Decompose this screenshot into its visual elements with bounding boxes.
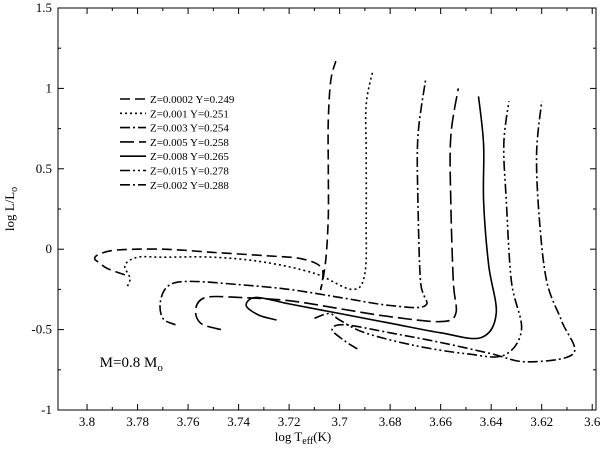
series-line-4 [194, 88, 460, 331]
legend-label: Z=0.015 Y=0.278 [150, 166, 229, 178]
series-lines [93, 60, 576, 363]
y-tick-label: 1 [46, 80, 53, 95]
y-tick-label: 0 [46, 241, 53, 256]
x-axis-title-main: log T [275, 429, 303, 444]
legend: Z=0.0002 Y=0.249 Z=0.001 Y=0.251 Z=0.003 Y… [120, 94, 235, 192]
legend-label: Z=0.008 Y=0.265 [150, 151, 229, 163]
y-tick-label: 1.5 [36, 0, 52, 15]
axis-ticks: 3.8 3.78 3.76 3.74 3.72 3.7 3.68 3.66 3.64 3.62 3.… [31, 0, 600, 429]
legend-label: Z=0.001 Y=0.251 [150, 108, 229, 120]
x-tick-label: 3.62 [530, 414, 553, 429]
legend-label: Z=0.003 Y=0.254 [150, 123, 229, 135]
x-tick-label: 3.72 [278, 414, 301, 429]
series-line-1 [93, 60, 337, 291]
x-axis-title-suffix: (K) [313, 429, 331, 444]
legend-label: Z=0.005 Y=0.258 [150, 137, 229, 149]
y-tick-label: 0.5 [36, 161, 52, 176]
x-tick-label: 3.74 [227, 414, 250, 429]
legend-label: Z=0.002 Y=0.288 [150, 180, 229, 192]
series-line-5 [245, 96, 498, 340]
mass-annotation-sub: o [157, 362, 163, 374]
series-line-7 [331, 101, 576, 363]
x-axis-title: log Teff(K) [275, 429, 332, 447]
mass-annotation-main: M=0.8 M [100, 355, 158, 371]
y-axis-title-sub: o [9, 187, 20, 192]
y-tick-label: -1 [41, 402, 52, 417]
x-tick-label: 3.78 [126, 414, 149, 429]
series-line-6 [314, 101, 523, 358]
x-tick-label: 3.76 [177, 414, 200, 429]
mass-annotation: M=0.8 Mo [100, 355, 164, 374]
x-tick-label: 3.66 [429, 414, 452, 429]
series-line-3 [159, 80, 428, 326]
legend-label: Z=0.0002 Y=0.249 [150, 94, 235, 106]
x-tick-label: 3.7 [332, 414, 349, 429]
y-axis-title: log L/Lo [2, 187, 20, 231]
y-axis-title-main: log L/L [2, 192, 17, 231]
x-tick-label: 3.8 [79, 414, 95, 429]
x-axis-title-sub: eff [302, 436, 314, 447]
y-tick-label: -0.5 [31, 322, 52, 337]
x-tick-label: 3.64 [480, 414, 503, 429]
x-tick-label: 3.68 [379, 414, 402, 429]
x-tick-label: 3.6 [584, 414, 600, 429]
plot-frame [57, 7, 597, 411]
series-line-2 [123, 72, 374, 291]
